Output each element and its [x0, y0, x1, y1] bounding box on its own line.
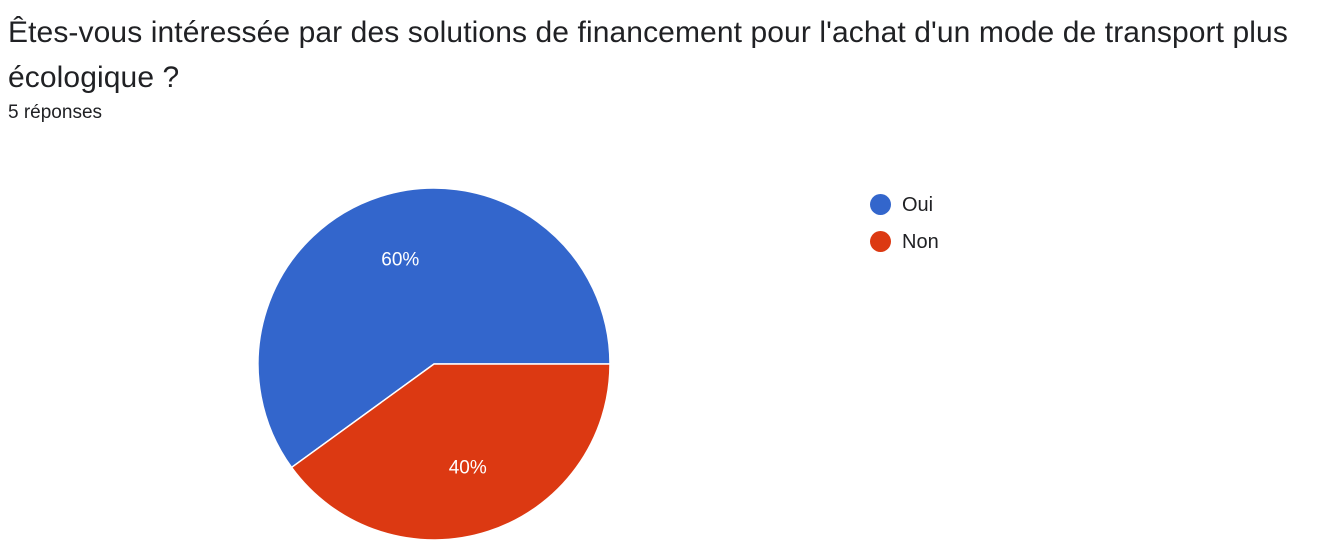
legend-label-non: Non [902, 230, 939, 253]
question-title: Êtes-vous intéressée par des solutions d… [8, 16, 1288, 94]
pie-labels: 60% 40% [381, 250, 487, 479]
legend-swatch-non [870, 231, 891, 252]
slice-label-oui: 60% [381, 250, 419, 271]
legend-item-non[interactable]: Non [870, 223, 939, 260]
pie-slice-oui[interactable] [257, 187, 611, 469]
chart-legend: Oui Non [870, 186, 939, 260]
legend-swatch-oui [870, 194, 891, 215]
pie-slices [257, 187, 611, 541]
response-count: 5 réponses [8, 102, 103, 123]
slice-label-non: 40% [449, 457, 487, 478]
legend-item-oui[interactable]: Oui [870, 186, 939, 223]
pie-slice-non[interactable] [290, 363, 611, 541]
legend-label-oui: Oui [902, 193, 934, 216]
